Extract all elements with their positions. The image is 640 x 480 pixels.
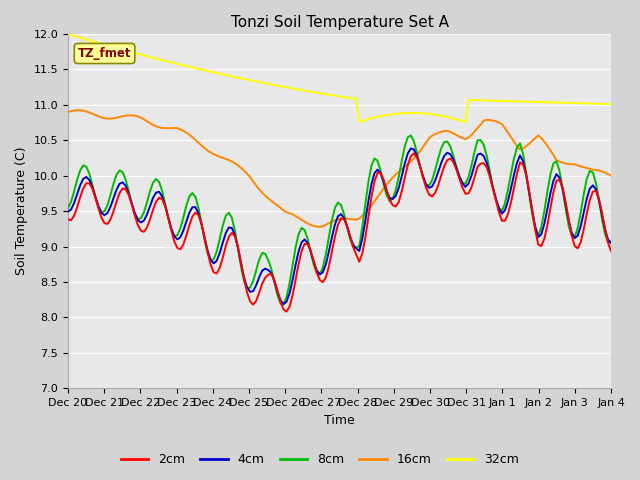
Line: 8cm: 8cm bbox=[68, 135, 611, 304]
16cm bbox=[552, 157, 560, 163]
Line: 2cm: 2cm bbox=[68, 154, 611, 312]
Text: TZ_fmet: TZ_fmet bbox=[78, 47, 131, 60]
32cm bbox=[128, 49, 136, 55]
2cm bbox=[283, 309, 291, 314]
16cm bbox=[607, 173, 615, 179]
2cm bbox=[271, 277, 278, 283]
2cm bbox=[177, 246, 184, 252]
8cm bbox=[595, 197, 603, 203]
2cm bbox=[64, 216, 72, 222]
8cm bbox=[280, 301, 287, 307]
16cm bbox=[131, 113, 139, 119]
X-axis label: Time: Time bbox=[324, 414, 355, 427]
16cm bbox=[76, 108, 84, 113]
4cm bbox=[595, 197, 603, 203]
16cm bbox=[179, 128, 187, 133]
Legend: 2cm, 4cm, 8cm, 16cm, 32cm: 2cm, 4cm, 8cm, 16cm, 32cm bbox=[116, 448, 524, 471]
8cm bbox=[64, 205, 72, 211]
Line: 32cm: 32cm bbox=[68, 34, 611, 122]
4cm bbox=[177, 235, 184, 240]
Line: 16cm: 16cm bbox=[68, 110, 611, 227]
32cm bbox=[592, 101, 600, 107]
Line: 4cm: 4cm bbox=[68, 148, 611, 304]
4cm bbox=[607, 240, 615, 246]
8cm bbox=[271, 279, 278, 285]
4cm bbox=[407, 145, 415, 151]
8cm bbox=[177, 226, 184, 231]
2cm bbox=[128, 202, 136, 207]
32cm bbox=[461, 120, 469, 125]
2cm bbox=[410, 151, 418, 156]
Title: Tonzi Soil Temperature Set A: Tonzi Soil Temperature Set A bbox=[230, 15, 449, 30]
4cm bbox=[128, 201, 136, 206]
32cm bbox=[271, 82, 278, 88]
16cm bbox=[64, 109, 72, 115]
32cm bbox=[74, 34, 81, 39]
2cm bbox=[595, 196, 603, 202]
8cm bbox=[128, 201, 136, 206]
4cm bbox=[271, 278, 278, 284]
8cm bbox=[607, 238, 615, 244]
Y-axis label: Soil Temperature (C): Soil Temperature (C) bbox=[15, 147, 28, 276]
32cm bbox=[177, 62, 184, 68]
4cm bbox=[74, 191, 81, 197]
4cm bbox=[280, 301, 287, 307]
2cm bbox=[607, 248, 615, 254]
16cm bbox=[595, 168, 603, 173]
32cm bbox=[550, 99, 557, 105]
8cm bbox=[74, 177, 81, 183]
16cm bbox=[273, 203, 281, 208]
4cm bbox=[64, 209, 72, 215]
32cm bbox=[607, 101, 615, 107]
32cm bbox=[64, 31, 72, 37]
2cm bbox=[552, 178, 560, 184]
16cm bbox=[316, 224, 324, 230]
8cm bbox=[552, 158, 560, 164]
4cm bbox=[552, 171, 560, 177]
16cm bbox=[74, 108, 81, 113]
8cm bbox=[407, 132, 415, 138]
2cm bbox=[74, 204, 81, 210]
